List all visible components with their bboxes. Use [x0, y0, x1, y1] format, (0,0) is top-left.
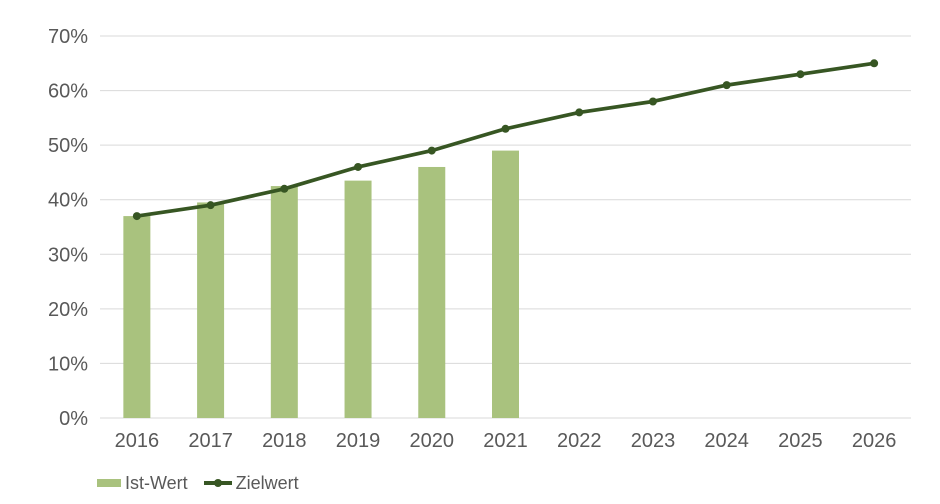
bar-2019 [344, 180, 372, 418]
x-tick-label: 2018 [262, 430, 307, 452]
bar-2018 [270, 186, 298, 418]
marker-2018 [280, 184, 289, 193]
x-tick-label: 2021 [483, 430, 528, 452]
legend-item-ist-wert: Ist-Wert [97, 472, 188, 494]
y-tick-label: 20% [48, 299, 88, 321]
y-tick-label: 40% [48, 190, 88, 212]
ist-wert-swatch-icon [97, 479, 121, 487]
marker-2017 [206, 201, 215, 210]
marker-2025 [796, 70, 805, 79]
y-tick-label: 60% [48, 81, 88, 103]
x-axis-labels: 2016 2017 2018 2019 2020 2021 2022 2023 2024 2025… [115, 430, 897, 452]
bar-2021 [492, 150, 519, 418]
x-tick-label: 2024 [704, 430, 749, 452]
marker-2020 [427, 146, 436, 155]
y-tick-label: 30% [48, 244, 88, 266]
x-tick-label: 2019 [336, 430, 381, 452]
marker-2023 [648, 97, 657, 106]
y-tick-label: 0% [59, 408, 88, 430]
zielwert-line-swatch-icon [203, 479, 232, 487]
line-markers [132, 59, 879, 221]
bar-series-ist-wert [123, 150, 519, 418]
zielwert-marker-dot-icon [213, 479, 222, 487]
bar-2017 [197, 202, 225, 418]
x-tick-label: 2022 [557, 430, 602, 452]
bar-2020 [418, 166, 446, 418]
x-tick-label: 2016 [115, 430, 160, 452]
y-tick-label: 50% [48, 135, 88, 157]
chart-legend: Ist-Wert Zielwert [97, 472, 299, 494]
legend-label-zielwert: Zielwert [235, 473, 299, 493]
legend-label-ist-wert: Ist-Wert [125, 473, 188, 493]
bar-2016 [123, 216, 151, 418]
x-tick-label: 2025 [778, 430, 823, 452]
y-tick-label: 10% [48, 353, 88, 375]
marker-2016 [132, 212, 141, 221]
marker-2024 [722, 81, 731, 90]
marker-2022 [575, 108, 584, 117]
legend-item-zielwert: Zielwert [203, 472, 299, 494]
marker-2021 [501, 124, 510, 133]
x-tick-label: 2017 [188, 430, 233, 452]
marker-2019 [354, 162, 363, 171]
x-tick-label: 2023 [631, 430, 676, 452]
x-tick-label: 2026 [852, 430, 897, 452]
x-tick-label: 2020 [410, 430, 455, 452]
y-axis-labels: 0% 10% 20% 30% 40% 50% 60% 70% [48, 26, 88, 430]
y-tick-label: 70% [48, 26, 88, 48]
marker-2026 [870, 59, 879, 68]
